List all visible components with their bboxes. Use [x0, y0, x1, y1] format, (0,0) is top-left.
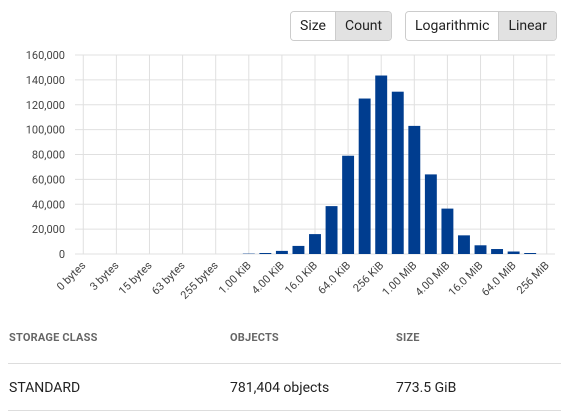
divider [8, 363, 561, 364]
bar [325, 206, 338, 254]
bar [391, 91, 404, 254]
x-tick-label: 16.0 KiB [282, 259, 320, 297]
x-tick-label: 1.00 KiB [216, 259, 254, 297]
linear-button[interactable]: Linear [498, 12, 556, 40]
y-tick-label: 80,000 [32, 149, 65, 162]
cell: 781,404 objects [230, 380, 330, 396]
y-tick-label: 60,000 [32, 173, 65, 186]
bar [424, 174, 437, 254]
cell: 773.5 GiB [396, 380, 457, 396]
x-tick-label: 64.0 KiB [315, 259, 353, 297]
bar [507, 251, 520, 254]
bar [309, 234, 321, 254]
logarithmic-button[interactable]: Logarithmic [406, 12, 499, 40]
bar [259, 253, 272, 254]
divider [8, 410, 561, 411]
x-tick-label: 4.00 MiB [413, 259, 453, 299]
y-tick-label: 40,000 [32, 198, 65, 211]
scale-toggle: Logarithmic Linear [405, 11, 557, 41]
x-tick-label: 64.0 MiB [479, 259, 519, 299]
column-header: STORAGE CLASS [9, 331, 98, 344]
x-tick-label: 1.00 MiB [380, 259, 420, 299]
x-tick-label: 0 bytes [54, 259, 88, 293]
bar [524, 253, 537, 254]
y-tick-label: 0 [59, 248, 65, 261]
y-tick-label: 140,000 [26, 74, 65, 87]
bar [441, 208, 454, 254]
cell: STANDARD [9, 380, 81, 396]
metric-toggle: Size Count [290, 11, 393, 41]
bar [375, 75, 388, 254]
column-header: SIZE [396, 331, 420, 344]
column-header: OBJECTS [230, 331, 279, 344]
bar [458, 235, 470, 254]
size-button[interactable]: Size [291, 12, 335, 40]
y-tick-label: 20,000 [32, 223, 65, 236]
bar [342, 155, 355, 254]
bar [275, 250, 288, 254]
count-button[interactable]: Count [334, 12, 392, 40]
bar [491, 249, 504, 254]
y-tick-label: 100,000 [26, 124, 65, 137]
bar [474, 245, 487, 254]
y-tick-label: 120,000 [26, 99, 65, 112]
y-tick-label: 160,000 [26, 49, 65, 62]
x-tick-label: 16.0 MiB [446, 259, 486, 299]
chart: 0 20,000 40,000 60,000 80,000 100,000 120,000 1… [26, 49, 555, 302]
x-tick-label: 15 bytes [116, 259, 155, 298]
bar [408, 125, 421, 254]
x-tick-label: 4.00 KiB [249, 259, 287, 297]
bar [292, 245, 305, 254]
x-tick-label: 256 MiB [514, 259, 552, 297]
bar [358, 98, 371, 254]
